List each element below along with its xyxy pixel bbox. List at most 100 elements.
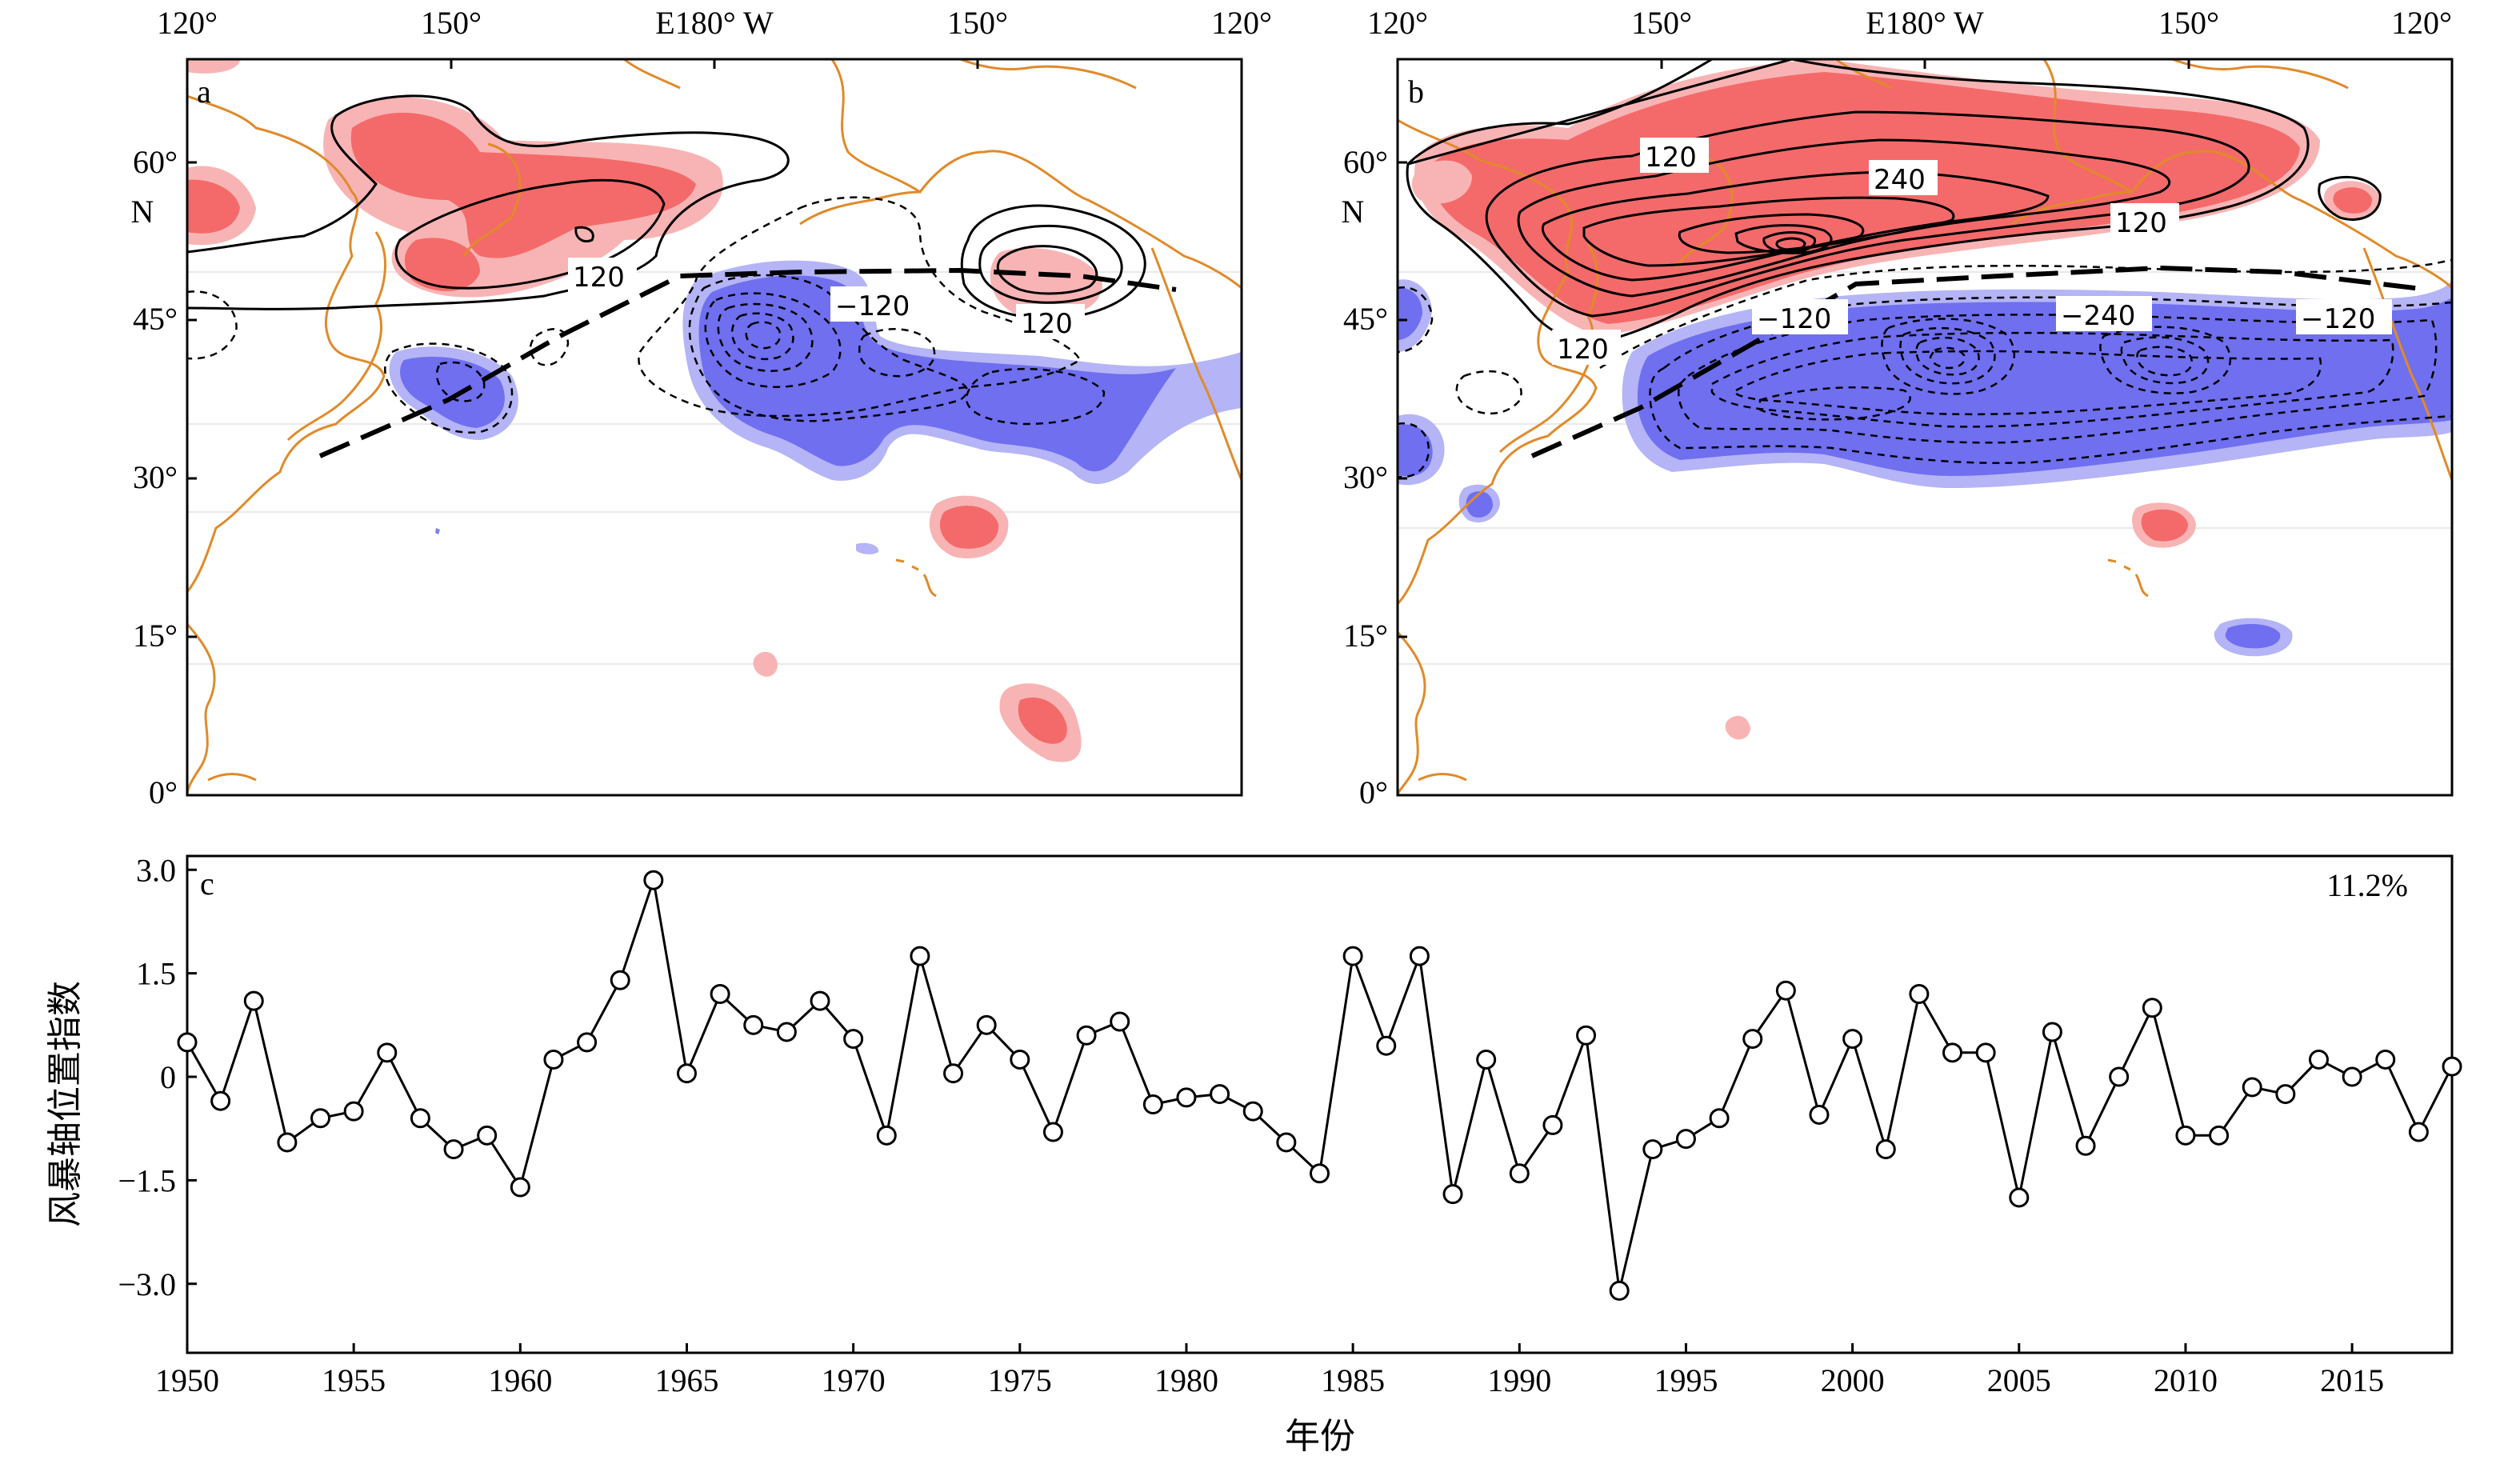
philippines-coastline bbox=[187, 623, 216, 795]
data-point bbox=[1342, 946, 1363, 966]
data-point bbox=[2042, 1022, 2062, 1042]
x-tick-label: 2015 bbox=[2320, 1362, 2384, 1398]
panel-a-negative-contours bbox=[187, 196, 1106, 434]
positive-anomaly-region bbox=[753, 651, 778, 677]
positive-contour bbox=[1406, 59, 2310, 344]
data-point bbox=[1775, 980, 1796, 1001]
lon-tick-label: 150° bbox=[2158, 5, 2219, 41]
y-tick-label: −1.5 bbox=[118, 1162, 176, 1198]
data-point bbox=[1609, 1280, 1630, 1301]
contour-label: −240 bbox=[2061, 300, 2135, 332]
new-guinea-coastline bbox=[1418, 773, 1467, 782]
positive-anomaly-region bbox=[404, 238, 480, 291]
x-tick-label: 2005 bbox=[1987, 1362, 2051, 1398]
variance-annotation: 11.2% bbox=[2326, 867, 2408, 903]
panel-a-map: 120 −120 120 a bbox=[186, 58, 1243, 797]
data-point bbox=[910, 946, 930, 966]
lat-tick-label: 15° bbox=[133, 618, 178, 654]
contour-label: 120 bbox=[1021, 308, 1073, 340]
arctic-coastline bbox=[623, 59, 1137, 90]
positive-contour bbox=[574, 226, 594, 243]
japan-coastline bbox=[286, 231, 387, 442]
lon-tick-label: E180° W bbox=[655, 5, 774, 41]
data-point bbox=[2175, 1125, 2196, 1146]
data-point bbox=[2209, 1125, 2230, 1146]
x-tick-label: 1975 bbox=[988, 1362, 1052, 1398]
lat-tick-label: 45° bbox=[133, 301, 178, 337]
negative-contour bbox=[1599, 258, 2452, 370]
data-point bbox=[1310, 1163, 1330, 1184]
negative-contour bbox=[638, 196, 1082, 418]
lon-tick-label: 120° bbox=[2391, 5, 2452, 41]
storm-track-axis-line bbox=[1530, 265, 2429, 458]
positive-contour bbox=[960, 204, 1146, 320]
contour-label: −120 bbox=[835, 290, 910, 322]
data-point bbox=[1476, 1049, 1497, 1070]
data-point bbox=[177, 1032, 198, 1053]
panel-a-positive-contours bbox=[187, 94, 1146, 320]
lon-tick-label: 120° bbox=[1211, 5, 1272, 41]
data-point bbox=[1376, 1035, 1397, 1056]
lon-tick-label: 120° bbox=[157, 5, 218, 41]
lon-tick-label: 150° bbox=[947, 5, 1008, 41]
data-point bbox=[310, 1108, 331, 1129]
positive-anomaly-region bbox=[1018, 697, 1067, 744]
contour-label: 120 bbox=[2115, 207, 2167, 239]
data-point bbox=[210, 1090, 231, 1111]
panel-b-map: 120 240 120 −120 −240 −120 120 b bbox=[1396, 58, 2454, 797]
data-point bbox=[1942, 1042, 1963, 1063]
negative-contour bbox=[1398, 286, 1434, 354]
data-point bbox=[443, 1139, 464, 1160]
lat-tick-label: 15° bbox=[1343, 618, 1388, 654]
data-point bbox=[1975, 1042, 1996, 1063]
panel-c-letter: c bbox=[200, 866, 214, 902]
negative-contour bbox=[730, 312, 794, 361]
data-point bbox=[1142, 1094, 1163, 1114]
lat-tick-label: 60° bbox=[1343, 144, 1388, 180]
y-tick-label: −3.0 bbox=[118, 1266, 176, 1302]
data-point bbox=[577, 1032, 598, 1053]
data-point bbox=[2275, 1084, 2296, 1105]
data-point bbox=[843, 1029, 864, 1050]
negative-contour bbox=[435, 361, 486, 402]
storm-track-axis-line bbox=[318, 267, 1177, 458]
x-tick-label: 1955 bbox=[322, 1362, 386, 1398]
data-point bbox=[1542, 1114, 1563, 1135]
panel-b-negative-contours bbox=[1398, 258, 2452, 478]
kamchatka-coastline bbox=[1674, 154, 1734, 269]
lat-hemisphere-label: N bbox=[1342, 194, 1365, 230]
data-point bbox=[410, 1108, 430, 1129]
y-tick-label: 3.0 bbox=[136, 852, 176, 888]
data-point bbox=[1642, 1139, 1663, 1160]
negative-contour bbox=[187, 290, 238, 360]
negative-contour bbox=[704, 292, 842, 388]
negative-contour bbox=[1398, 422, 1430, 478]
positive-contour bbox=[1541, 170, 2050, 282]
y-tick-label: 1.5 bbox=[136, 956, 176, 992]
panel-a-letter: a bbox=[197, 74, 211, 110]
x-tick-label: 1950 bbox=[155, 1362, 219, 1398]
lat-tick-label: 45° bbox=[1343, 301, 1388, 337]
x-tick-label: 1970 bbox=[822, 1362, 886, 1398]
negative-anomaly-region bbox=[400, 356, 505, 428]
north-america-coastline bbox=[1150, 247, 1242, 481]
negative-anomaly-region bbox=[1398, 287, 1422, 340]
data-point bbox=[1210, 1084, 1230, 1105]
negative-contour bbox=[2099, 326, 2232, 394]
kamchatka-coastline bbox=[462, 142, 522, 257]
data-point bbox=[1742, 1029, 1763, 1050]
panel-b-lon-ticks: 120° 150° E180° W 150° 120° bbox=[1367, 5, 2454, 69]
data-point bbox=[2242, 1077, 2262, 1098]
data-point bbox=[277, 1132, 298, 1153]
contour-label: 120 bbox=[1557, 334, 1609, 366]
data-point bbox=[1010, 1049, 1030, 1070]
positive-contour bbox=[996, 245, 1098, 295]
x-tick-label: 2000 bbox=[1821, 1362, 1885, 1398]
x-tick-label: 1985 bbox=[1321, 1362, 1385, 1398]
panel-b-lat-ticks: 60° N 45° 30° 15° 0° bbox=[1342, 144, 1407, 810]
x-tick-label: 1980 bbox=[1154, 1362, 1218, 1398]
x-axis-ticks: 1950 1955 1960 1965 1970 1975 1980 1985 1990 1995… bbox=[155, 1343, 2384, 1398]
data-point bbox=[676, 1063, 697, 1084]
data-point bbox=[1176, 1087, 1197, 1108]
data-point bbox=[743, 1014, 764, 1035]
